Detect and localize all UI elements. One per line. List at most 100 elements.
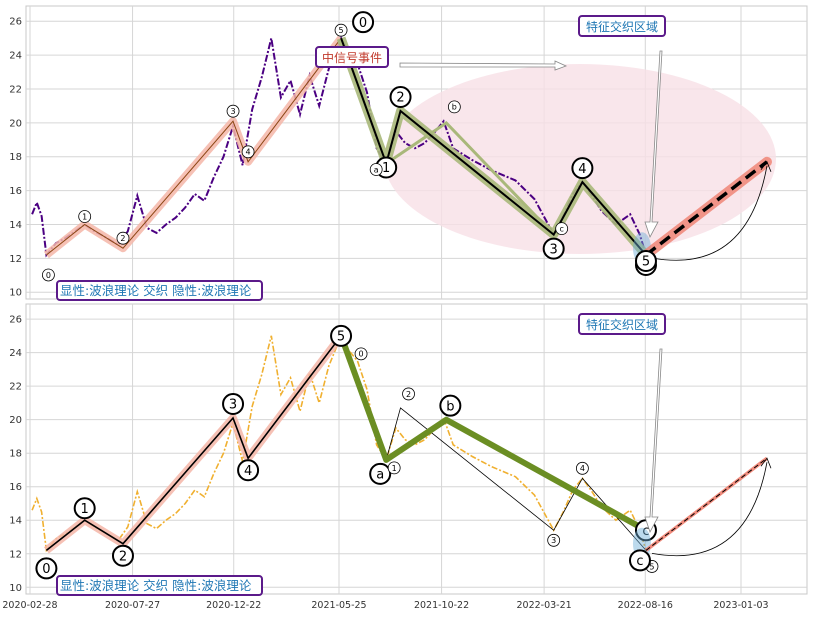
zone-arrow: [644, 50, 663, 239]
prediction-arrowhead: [760, 161, 772, 172]
sub-wave-label-circle: [542, 237, 565, 260]
sub-wave-label-circle: [387, 461, 401, 475]
y-tick-label: 24: [9, 348, 22, 359]
sub-wave-label-circle: [354, 347, 368, 361]
sub-wave-label-circle: [402, 387, 415, 401]
sub-wave-label-text: 4: [580, 464, 585, 473]
zone-label-box: [578, 313, 666, 335]
price-line: [31, 333, 647, 553]
end-label-text: c: [636, 554, 643, 569]
correction-label-circle: [447, 100, 461, 114]
impulse-wave-line: [46, 37, 342, 256]
top-panel: 101214161820222426012345012345abc5特征交织区域…: [9, 5, 808, 301]
end-label-circle: [634, 249, 657, 272]
x-tick-label: 2021-10-22: [414, 600, 469, 611]
sub-wave-label-text: 4: [578, 162, 586, 177]
sub-wave-label-text: 5: [649, 562, 654, 571]
event-label-box: [315, 46, 389, 68]
y-tick-label: 12: [9, 549, 22, 560]
correction-label-circle: [369, 462, 392, 485]
x-tick-label: 2020-02-28: [2, 600, 57, 611]
wave-label-circle: [241, 145, 255, 159]
x-tick-label: 2022-08-16: [618, 600, 673, 611]
x-axis: 2020-02-28 2020-07-27 2020-12-22 2021-05-25…: [2, 600, 768, 611]
y-tick-label: 24: [9, 51, 22, 62]
prediction-arrowhead: [760, 457, 772, 469]
y-tick-label: 12: [9, 254, 22, 265]
correction-label-text: a: [374, 165, 379, 174]
y-tick-label: 10: [9, 583, 22, 594]
correction-label-text: c: [559, 225, 563, 234]
impulse-wave-line: [45, 335, 342, 552]
wave-label-circle: [73, 497, 96, 520]
y-tick-label: 14: [9, 516, 22, 527]
wave-label-text: 0: [42, 562, 50, 577]
wave-label-circle: [330, 324, 353, 347]
correction-label-circle: [555, 222, 569, 236]
correction-label-circle: [439, 394, 462, 417]
sub-wave-line: [340, 37, 647, 256]
y-tick-label: 10: [9, 288, 22, 299]
wave-label-circle: [222, 392, 245, 415]
sub-wave-label-text: 0: [359, 16, 367, 31]
correction-label-text: b: [452, 103, 457, 112]
info-box: [56, 280, 263, 301]
zone-label-text: 特征交织区域: [586, 317, 658, 332]
x-tick-label: 2020-07-27: [105, 600, 160, 611]
correction-label-text: a: [376, 468, 384, 483]
x-tick-label: 2021-05-25: [311, 600, 366, 611]
sub-wave-label-circle: [571, 157, 594, 180]
sub-wave-label-text: 2: [396, 91, 404, 106]
wave-label-text: 3: [230, 107, 235, 116]
sub-wave-label-text: 3: [550, 242, 558, 257]
sub-wave-label-circle: [575, 461, 589, 475]
wave-label-circle: [35, 557, 58, 580]
wave-label-text: 1: [81, 502, 89, 517]
wave-label-text: 4: [244, 464, 252, 479]
y-tick-label: 20: [9, 415, 22, 426]
correction-wave-line: [338, 334, 648, 533]
y-tick-label: 20: [9, 118, 22, 129]
wave-label-circle: [116, 231, 130, 245]
prediction-arc: [651, 165, 768, 261]
y-tick-label: 26: [9, 315, 22, 326]
sub-wave-label-text: 1: [392, 464, 397, 473]
y-tick-label: 16: [9, 482, 22, 493]
y-tick-label: 22: [9, 382, 22, 393]
correction-label-text: b: [446, 399, 454, 414]
wave-label-text: 5: [339, 26, 344, 35]
y-tick-label: 22: [9, 84, 22, 95]
sub-wave-label-circle: [352, 11, 375, 34]
y-tick-label: 18: [9, 449, 22, 460]
info-box-text: 显性:波浪理论 交织 隐性:波浪理论: [60, 283, 252, 298]
correction-label-circle: [369, 163, 383, 176]
wave-label-text: 4: [246, 148, 251, 157]
sub-wave-label-text: 3: [551, 536, 556, 545]
y-tick-label: 16: [9, 186, 22, 197]
wave-label-circle: [42, 268, 55, 282]
zone-label-box: [578, 15, 666, 37]
event-arrow: [399, 60, 568, 71]
sub-wave-label-circle: [389, 86, 412, 109]
bottom-panel: 101214161820222426012345abc123450c特征交织区域…: [9, 303, 808, 596]
x-tick-label: 2020-12-22: [206, 600, 261, 611]
x-tick-label: 2022-03-21: [516, 600, 571, 611]
end-label-text: 5: [642, 255, 650, 270]
wave-label-text: 0: [46, 271, 51, 280]
y-tick-label: 26: [9, 17, 22, 28]
sub-wave-label-text: 2: [406, 390, 411, 399]
x-tick-label: 2023-01-03: [713, 600, 768, 611]
plot-area: [25, 303, 808, 595]
wave-label-circle: [334, 23, 348, 37]
y-tick-label: 14: [9, 220, 22, 231]
info-box: [56, 575, 263, 596]
info-box-text: 显性:波浪理论 交织 隐性:波浪理论: [60, 578, 252, 593]
sub-wave-label-text: 0: [359, 350, 364, 359]
wave-label-text: 2: [120, 234, 125, 243]
sub-wave-label-text: 1: [382, 161, 390, 176]
zone-arrow: [644, 348, 663, 534]
wave-label-text: 5: [337, 330, 345, 345]
end-label-circle: [628, 549, 651, 572]
wave-label-text: 1: [82, 212, 87, 221]
